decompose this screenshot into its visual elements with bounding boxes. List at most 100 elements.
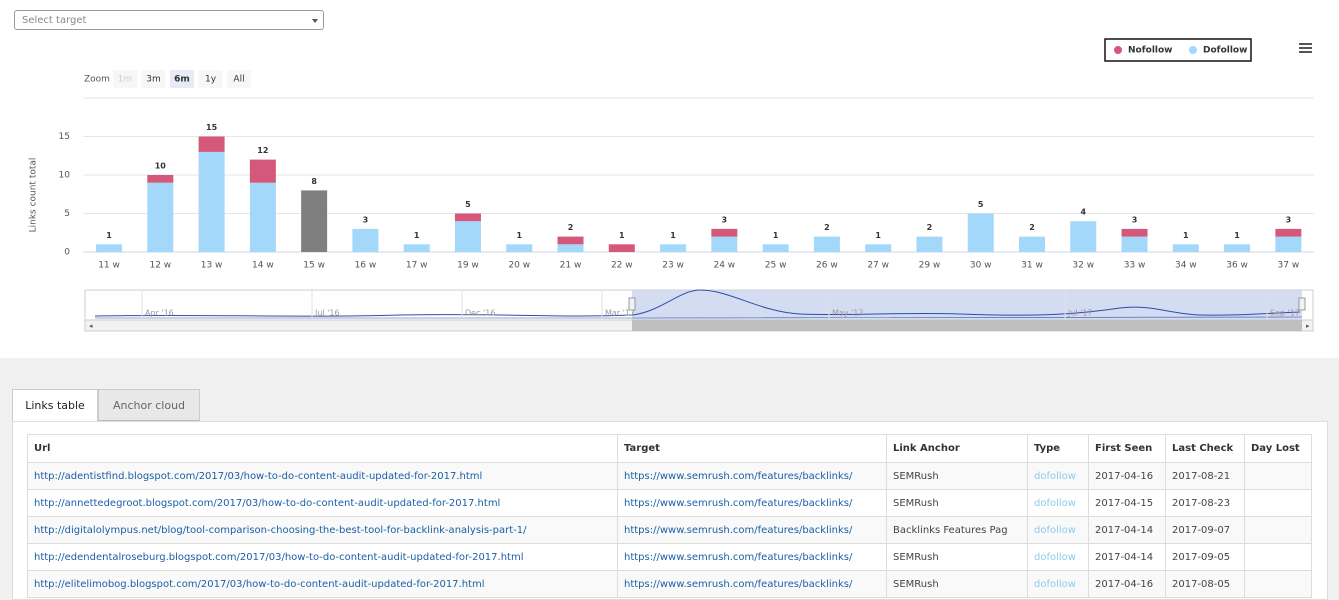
table-cell: https://www.semrush.com/features/backlin… — [617, 516, 887, 544]
table-cell: https://www.semrush.com/features/backlin… — [617, 570, 887, 598]
zoom-button[interactable] — [170, 70, 194, 88]
menu-icon[interactable] — [1299, 43, 1312, 53]
table-cell — [1244, 516, 1312, 544]
table-cell: 2017-09-07 — [1165, 516, 1245, 544]
table-section: Links table Anchor cloud Url Target Link A… — [0, 358, 1339, 600]
zoom-button-label: 3m — [146, 75, 161, 85]
bar-segment — [608, 244, 635, 252]
data-label: 5 — [465, 200, 471, 209]
bar-segment — [1275, 228, 1302, 237]
link[interactable]: https://www.semrush.com/features/backlin… — [624, 578, 853, 590]
x-tick-label: 12 w — [149, 261, 171, 271]
column-header: First Seen — [1088, 434, 1166, 463]
legend-label[interactable]: Dofollow — [1203, 46, 1247, 56]
bar-segment — [198, 151, 225, 252]
bar-segment — [762, 244, 789, 252]
zoom-button-label: All — [233, 75, 244, 85]
zoom-label: Zoom — [84, 75, 110, 85]
x-tick-label: 25 w — [765, 261, 787, 271]
bar-segment — [198, 136, 225, 152]
table-cell: 2017-04-16 — [1088, 462, 1166, 490]
bar-segment — [301, 190, 328, 252]
link[interactable]: http://adentistfind.blogspot.com/2017/03… — [34, 470, 483, 482]
table-cell — [1244, 543, 1312, 571]
links-table: Url Target Link Anchor Type First Seen Last C… — [27, 434, 1312, 598]
x-tick-label: 31 w — [1021, 261, 1043, 271]
link[interactable]: http://annettedegroot.blogspot.com/2017/… — [34, 497, 501, 509]
zoom-button[interactable] — [141, 70, 166, 88]
link[interactable]: https://www.semrush.com/features/backlin… — [624, 470, 853, 482]
link[interactable]: https://www.semrush.com/features/backlin… — [624, 551, 853, 563]
link[interactable]: http://digitalolympus.net/blog/tool-comp… — [34, 524, 527, 536]
table-cell — [1244, 489, 1312, 517]
select-placeholder: Select target — [22, 15, 87, 26]
bar-segment — [454, 213, 481, 222]
table-cell: 2017-08-21 — [1165, 462, 1245, 490]
data-label: 3 — [722, 215, 728, 224]
table-cell: dofollow — [1027, 570, 1089, 598]
table-cell: http://elitelimobog.blogspot.com/2017/03… — [27, 570, 618, 598]
x-tick-label: 16 w — [355, 261, 377, 271]
x-tick-label: 19 w — [457, 261, 479, 271]
table-cell: 2017-04-14 — [1088, 516, 1166, 544]
x-tick-label: 24 w — [713, 261, 735, 271]
x-tick-label: 23 w — [662, 261, 684, 271]
link[interactable]: http://elitelimobog.blogspot.com/2017/03… — [34, 578, 485, 590]
link[interactable]: https://www.semrush.com/features/backlin… — [624, 524, 853, 536]
link[interactable]: http://edendentalroseburg.blogspot.com/2… — [34, 551, 524, 563]
table-cell: https://www.semrush.com/features/backlin… — [617, 462, 887, 490]
data-label: 3 — [363, 215, 369, 224]
table-cell: http://annettedegroot.blogspot.com/2017/… — [27, 489, 618, 517]
scrollbar-thumb[interactable] — [632, 320, 1302, 331]
bar-segment — [454, 221, 481, 252]
scroll-right[interactable]: ▸ — [1306, 322, 1310, 330]
data-label: 5 — [978, 200, 984, 209]
navigator-line — [94, 289, 1301, 317]
bar-segment — [96, 244, 123, 252]
column-header: Target — [617, 434, 887, 463]
zoom-button-label: 1m — [118, 75, 133, 85]
x-tick-label: 27 w — [867, 261, 889, 271]
zoom-button[interactable] — [198, 70, 223, 88]
bar-segment — [865, 244, 892, 252]
table-cell: dofollow — [1027, 462, 1089, 490]
bar-segment — [249, 159, 276, 183]
bar-segment — [1224, 244, 1251, 252]
bar-segment — [711, 228, 738, 237]
data-label: 2 — [927, 223, 933, 232]
zoom-button[interactable] — [113, 70, 137, 88]
x-tick-label: 33 w — [1124, 261, 1146, 271]
navigator-handle[interactable] — [628, 297, 636, 311]
target-select[interactable]: Select target — [14, 10, 324, 30]
data-label: 15 — [206, 123, 218, 132]
table-cell: dofollow — [1027, 543, 1089, 571]
table-cell: http://adentistfind.blogspot.com/2017/03… — [27, 462, 618, 490]
tab[interactable]: Anchor cloud — [98, 389, 200, 421]
table-cell: 2017-08-05 — [1165, 570, 1245, 598]
column-header: Last Check — [1165, 434, 1245, 463]
data-label: 2 — [568, 223, 574, 232]
tab[interactable]: Links table — [12, 389, 98, 421]
navigator-selection[interactable] — [632, 290, 1302, 320]
bar-segment — [967, 213, 994, 252]
zoom-button[interactable] — [227, 70, 251, 88]
data-label: 1 — [670, 231, 676, 240]
data-label: 3 — [1286, 215, 1292, 224]
link[interactable]: https://www.semrush.com/features/backlin… — [624, 497, 853, 509]
bar-segment — [249, 182, 276, 252]
legend-swatch — [1189, 46, 1197, 54]
data-label: 3 — [1132, 215, 1138, 224]
legend-swatch — [1114, 46, 1122, 54]
table-cell: dofollow — [1027, 489, 1089, 517]
table-cell: dofollow — [1027, 516, 1089, 544]
navigator-label: May '17 — [832, 309, 863, 318]
table-cell — [1244, 570, 1312, 598]
table-row: http://digitalolympus.net/blog/tool-comp… — [27, 516, 1312, 544]
navigator-handle[interactable] — [1298, 297, 1306, 311]
y-tick-label: 5 — [64, 209, 70, 219]
table-panel: Url Target Link Anchor Type First Seen Last C… — [12, 421, 1328, 600]
legend-label[interactable]: Nofollow — [1128, 46, 1172, 56]
bar-segment — [147, 182, 174, 252]
table-cell: 2017-09-05 — [1165, 543, 1245, 571]
scroll-left[interactable]: ◂ — [89, 322, 93, 330]
